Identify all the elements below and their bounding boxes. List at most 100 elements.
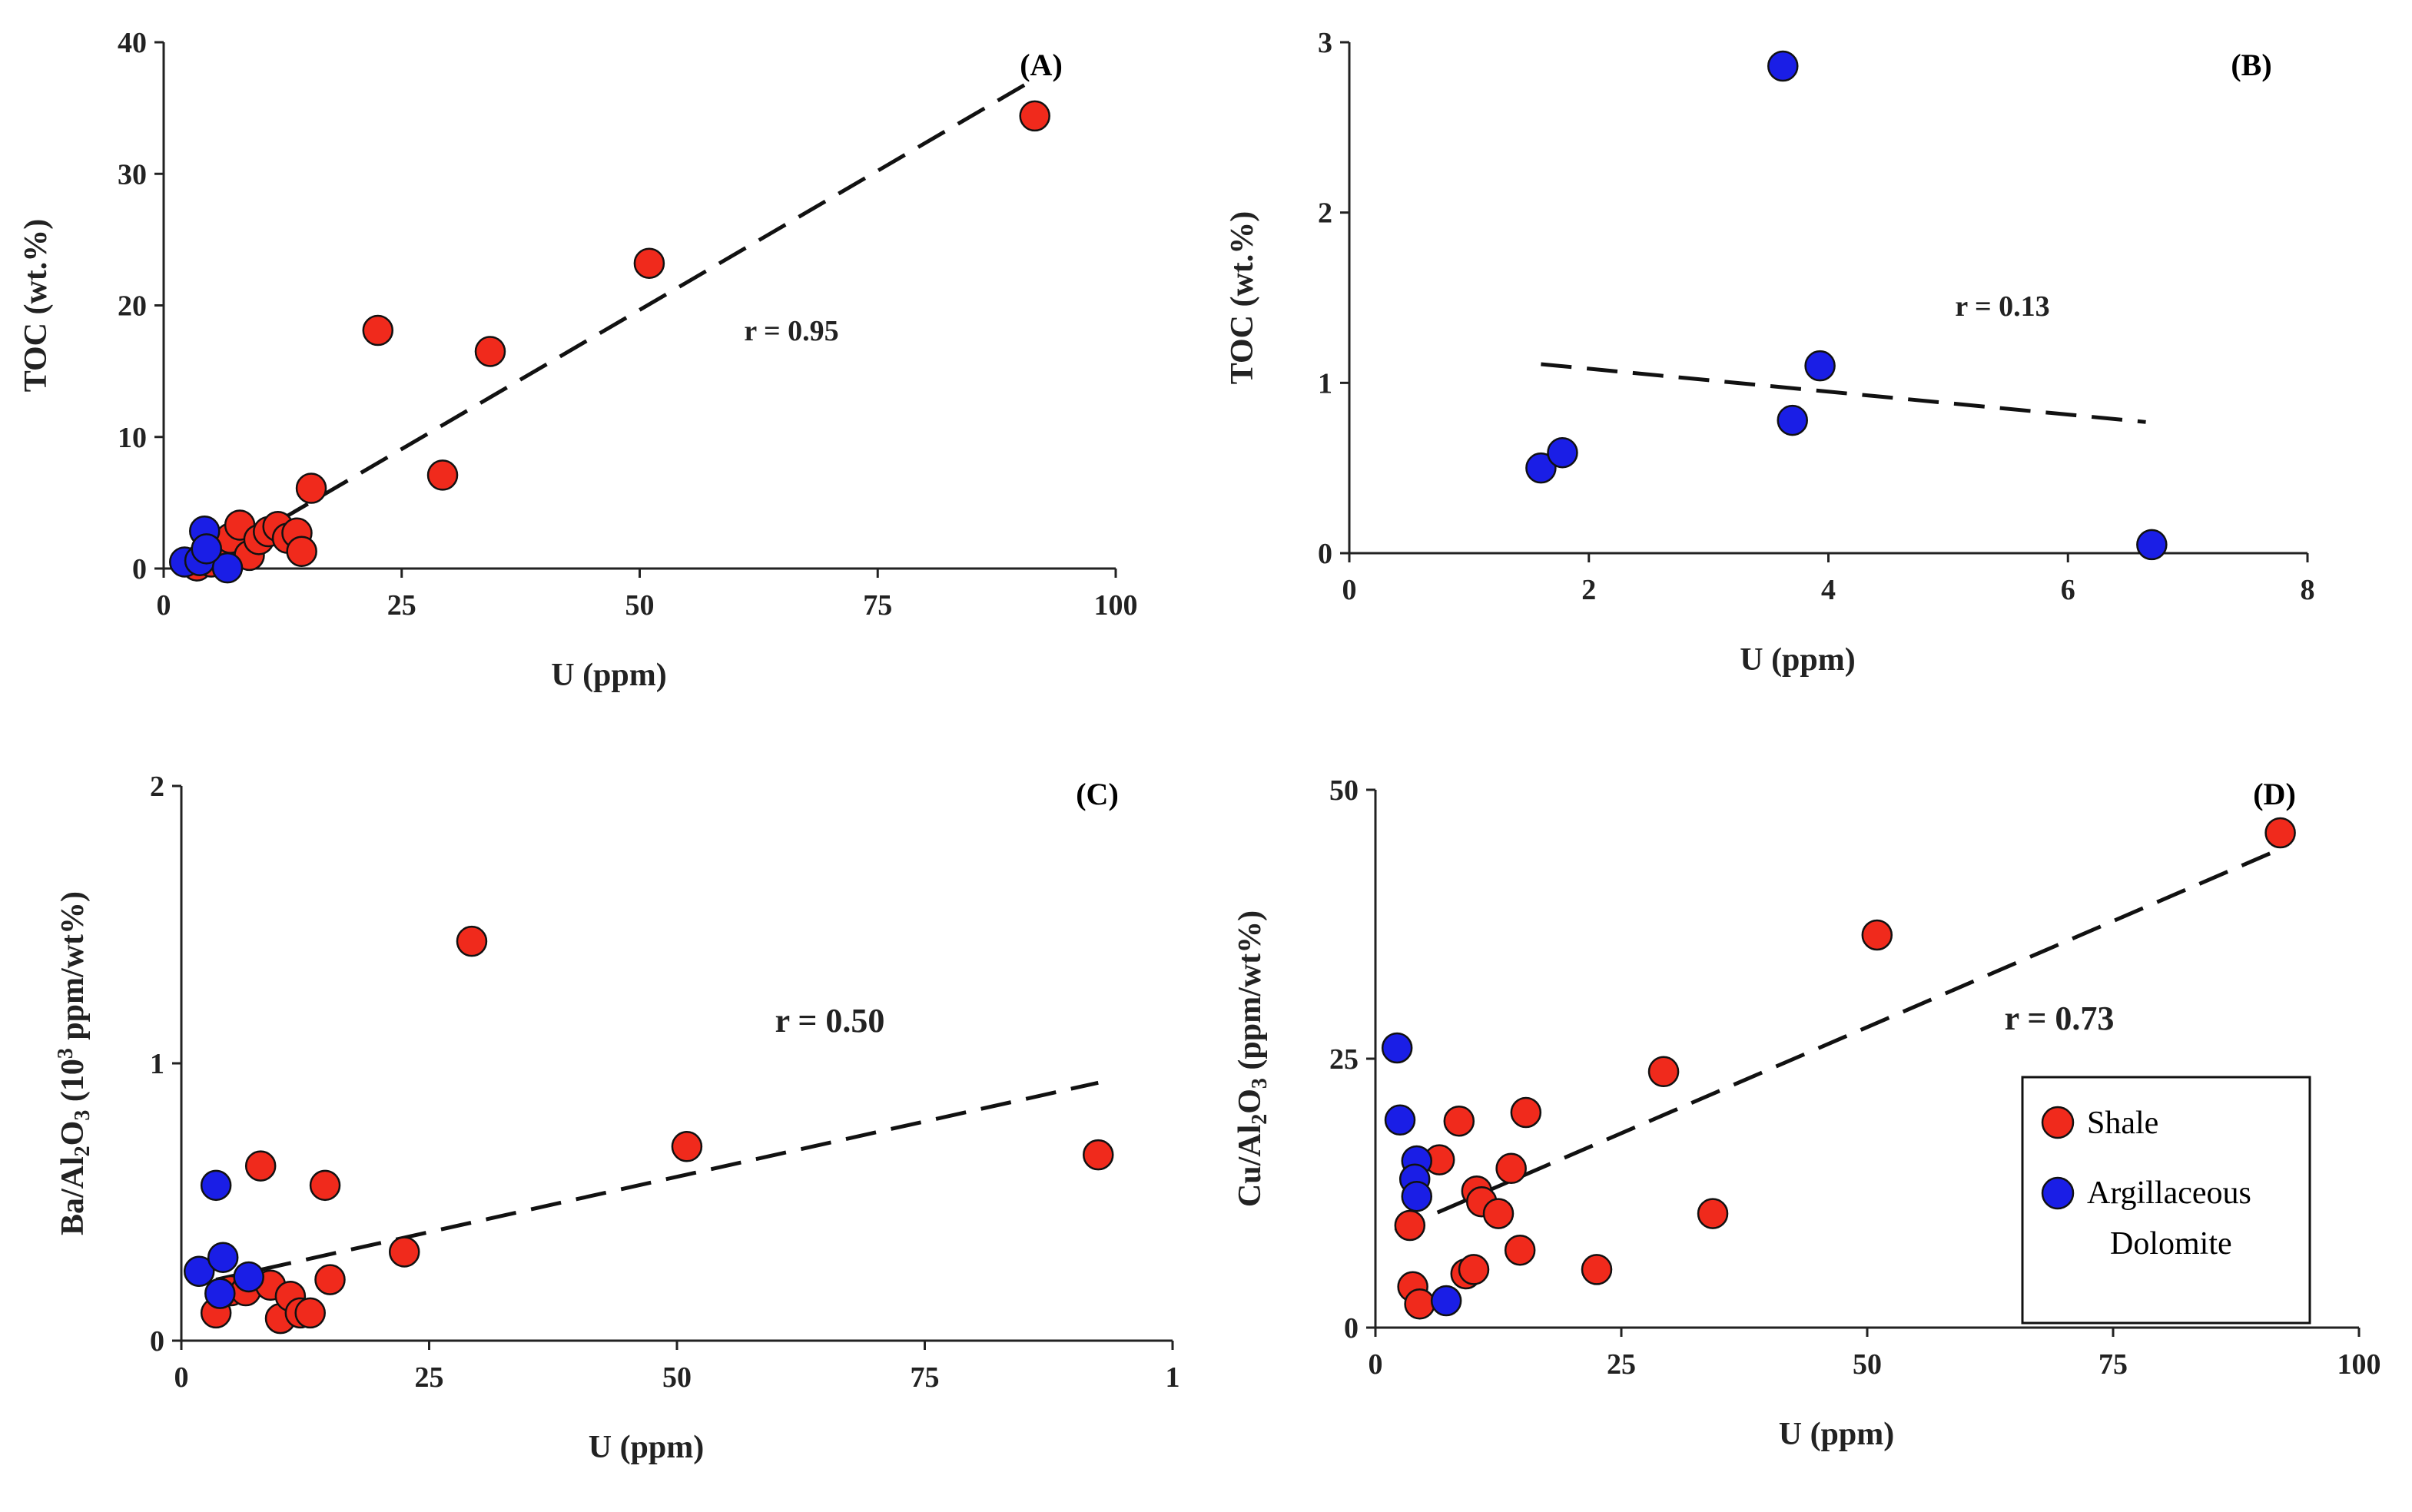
x-axis-title: U (ppm)	[1740, 642, 1856, 678]
r-value-label: r = 0.13	[1955, 290, 2049, 323]
dolomite-point	[1384, 1104, 1416, 1136]
y-tick-label: 40	[118, 27, 147, 59]
y-tick-label: 0	[1344, 1312, 1359, 1345]
shale-point	[295, 472, 327, 504]
shale-point	[389, 1236, 420, 1268]
x-tick-label: 2	[1581, 574, 1596, 606]
y-tick-label: 2	[1318, 197, 1332, 230]
shale-point	[1019, 100, 1050, 132]
y-axis-title-part: (ppm/wt%)	[1233, 910, 1268, 1078]
y-axis-title: TOC (wt.%)	[1225, 211, 1260, 385]
y-axis-title-part: O	[1233, 1089, 1268, 1114]
y-axis-title-part: O	[55, 1121, 91, 1146]
x-tick-label: 75	[911, 1361, 940, 1394]
y-tick-label: 50	[1329, 774, 1359, 807]
r-value-label: r = 0.50	[775, 1002, 885, 1040]
shale-point	[1394, 1209, 1426, 1242]
shale-point	[309, 1169, 341, 1202]
y-tick-label: 10	[118, 422, 147, 454]
dolomite-point	[1777, 404, 1808, 436]
dolomite-point	[2136, 529, 2168, 561]
dolomite-point	[1401, 1180, 1433, 1212]
x-tick-label: 75	[2098, 1348, 2128, 1381]
legend-marker-dolomite	[2041, 1176, 2075, 1210]
x-tick-label: 0	[1342, 574, 1357, 606]
dolomite-point	[183, 1255, 215, 1287]
x-tick-label: 50	[625, 589, 655, 622]
dolomite-point	[204, 1278, 236, 1309]
shale-point	[1482, 1198, 1515, 1229]
x-tick-label: 50	[662, 1361, 692, 1394]
trendline	[215, 1080, 1099, 1282]
shale-point	[1404, 1288, 1435, 1320]
x-tick-label: 100	[1094, 589, 1138, 622]
shale-point	[1697, 1198, 1729, 1229]
dolomite-point	[207, 1242, 239, 1273]
shale-point	[633, 247, 665, 279]
dolomite-point	[191, 533, 223, 565]
x-tick-label: 6	[2061, 574, 2075, 606]
shale-point	[456, 925, 488, 957]
shale-point	[1458, 1254, 1490, 1285]
dolomite-point	[211, 552, 244, 584]
shale-point	[1495, 1152, 1527, 1185]
y-axis-title-part: Cu/Al	[1233, 1125, 1268, 1207]
x-tick-label: 25	[387, 589, 416, 622]
y-tick-label: 30	[118, 158, 147, 191]
dolomite-point	[1525, 452, 1557, 484]
y-axis-title-part: 3	[1248, 1078, 1272, 1089]
shale-point	[314, 1264, 346, 1295]
y-tick-label: 0	[1318, 538, 1332, 570]
shale-point	[1647, 1056, 1680, 1088]
shale-point	[2264, 817, 2296, 849]
shale-point	[1504, 1234, 1536, 1266]
shale-point	[1861, 919, 1893, 951]
y-tick-label: 1	[150, 1048, 164, 1080]
shale-point	[244, 1150, 277, 1182]
legend-label-dolomite-line1: Argillaceous	[2087, 1175, 2251, 1211]
legend-label-dolomite-line2: Dolomite	[2110, 1226, 2232, 1262]
trendline	[1541, 362, 2146, 424]
shale-point	[1581, 1254, 1613, 1285]
y-axis-title-part: 3	[54, 1048, 78, 1059]
y-tick-label: 1	[1318, 367, 1332, 400]
dolomite-point	[233, 1261, 264, 1293]
y-axis-title-part: 2	[1248, 1114, 1272, 1125]
legend-marker-shale	[2041, 1106, 2075, 1139]
y-axis-title-part: ppm/wt%)	[55, 891, 91, 1048]
shale-point	[294, 1297, 326, 1329]
y-axis-title: Ba/Al2O3 (103 ppm/wt%)	[54, 891, 95, 1235]
y-tick-label: 0	[132, 553, 147, 585]
shale-point	[1083, 1139, 1114, 1171]
x-tick-label: 0	[157, 589, 171, 622]
shale-point	[362, 314, 394, 346]
dolomite-point	[1430, 1285, 1462, 1317]
dolomite-point	[1381, 1032, 1413, 1064]
trendline	[1394, 847, 2281, 1233]
x-tick-label: 0	[174, 1361, 189, 1394]
dolomite-point	[1767, 50, 1799, 82]
x-tick-label: 50	[1853, 1348, 1882, 1381]
x-tick-label: 4	[1821, 574, 1836, 606]
panel-a: 0 25 50 75 100 0 10 20 30 40 U (ppm) TOC (wt.%) (A) r…	[18, 27, 1138, 693]
x-tick-label: 25	[1607, 1348, 1636, 1381]
dolomite-point	[1804, 350, 1836, 382]
x-axis-title: U (ppm)	[589, 1430, 705, 1465]
r-value-label: r = 0.95	[744, 315, 838, 347]
x-tick-label: 100	[2337, 1348, 2381, 1381]
shale-point	[426, 459, 459, 491]
panel-label: (B)	[2231, 48, 2271, 82]
dolomite-point	[1547, 436, 1578, 469]
shale-point	[474, 336, 506, 367]
y-axis-title-part: Ba/Al	[55, 1156, 91, 1235]
x-axis-title: U (ppm)	[551, 658, 667, 693]
shale-point	[286, 536, 317, 567]
panel-d: 0 25 50 75 100 0 25 50 U (ppm) Cu/Al2O3 (ppm/wt%)…	[1233, 774, 2381, 1452]
panel-b: 0 2 4 6 8 0 1 2 3 U (ppm) TOC (wt.%) (B) r = 0.13	[1225, 27, 2315, 678]
y-tick-label: 2	[150, 771, 164, 803]
x-tick-label: 75	[863, 589, 892, 622]
y-axis-title: Cu/Al2O3 (ppm/wt%)	[1233, 910, 1272, 1207]
y-axis-title-part: 2	[71, 1146, 95, 1156]
